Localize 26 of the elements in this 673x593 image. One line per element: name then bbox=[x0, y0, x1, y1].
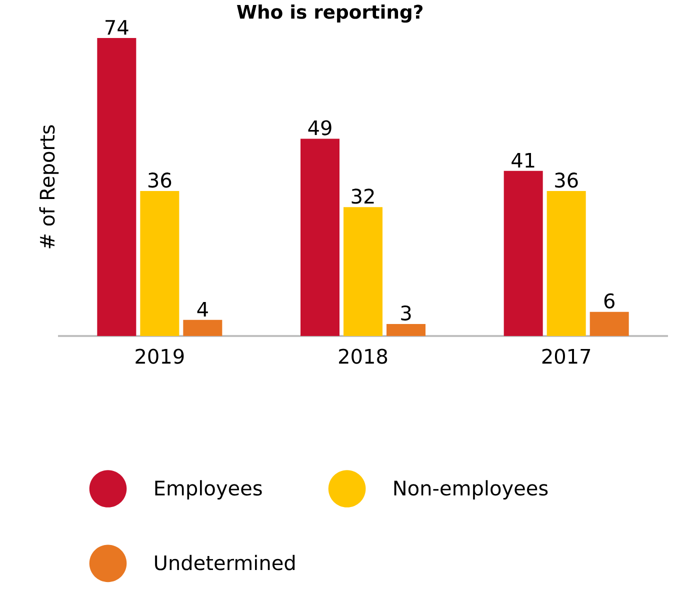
bar bbox=[344, 207, 383, 336]
legend-label: Employees bbox=[155, 480, 262, 500]
bar bbox=[97, 38, 136, 336]
bar bbox=[300, 138, 340, 336]
data-label: 32 bbox=[352, 188, 374, 204]
bar bbox=[386, 324, 426, 336]
y-axis-title: # of Reports bbox=[39, 125, 59, 248]
data-label: 41 bbox=[512, 152, 534, 168]
bar bbox=[590, 312, 629, 336]
data-label: 36 bbox=[148, 172, 172, 188]
chart-title: Who is reporting? bbox=[236, 4, 422, 23]
x-tick-label: 2018 bbox=[339, 348, 388, 364]
legend-label: Non-employees bbox=[394, 480, 548, 500]
bar bbox=[546, 191, 586, 336]
data-label: 49 bbox=[308, 120, 332, 136]
data-label: 4 bbox=[197, 302, 208, 317]
data-label: 3 bbox=[401, 305, 411, 321]
bar bbox=[140, 191, 180, 336]
x-tick-label: 2017 bbox=[542, 348, 590, 364]
legend-label: Undetermined bbox=[155, 554, 295, 570]
data-label: 36 bbox=[555, 172, 578, 188]
bar bbox=[183, 320, 222, 336]
bar bbox=[504, 170, 543, 336]
x-tick-label: 2019 bbox=[136, 348, 184, 364]
data-label: 6 bbox=[604, 293, 614, 308]
data-label: 74 bbox=[106, 20, 128, 35]
